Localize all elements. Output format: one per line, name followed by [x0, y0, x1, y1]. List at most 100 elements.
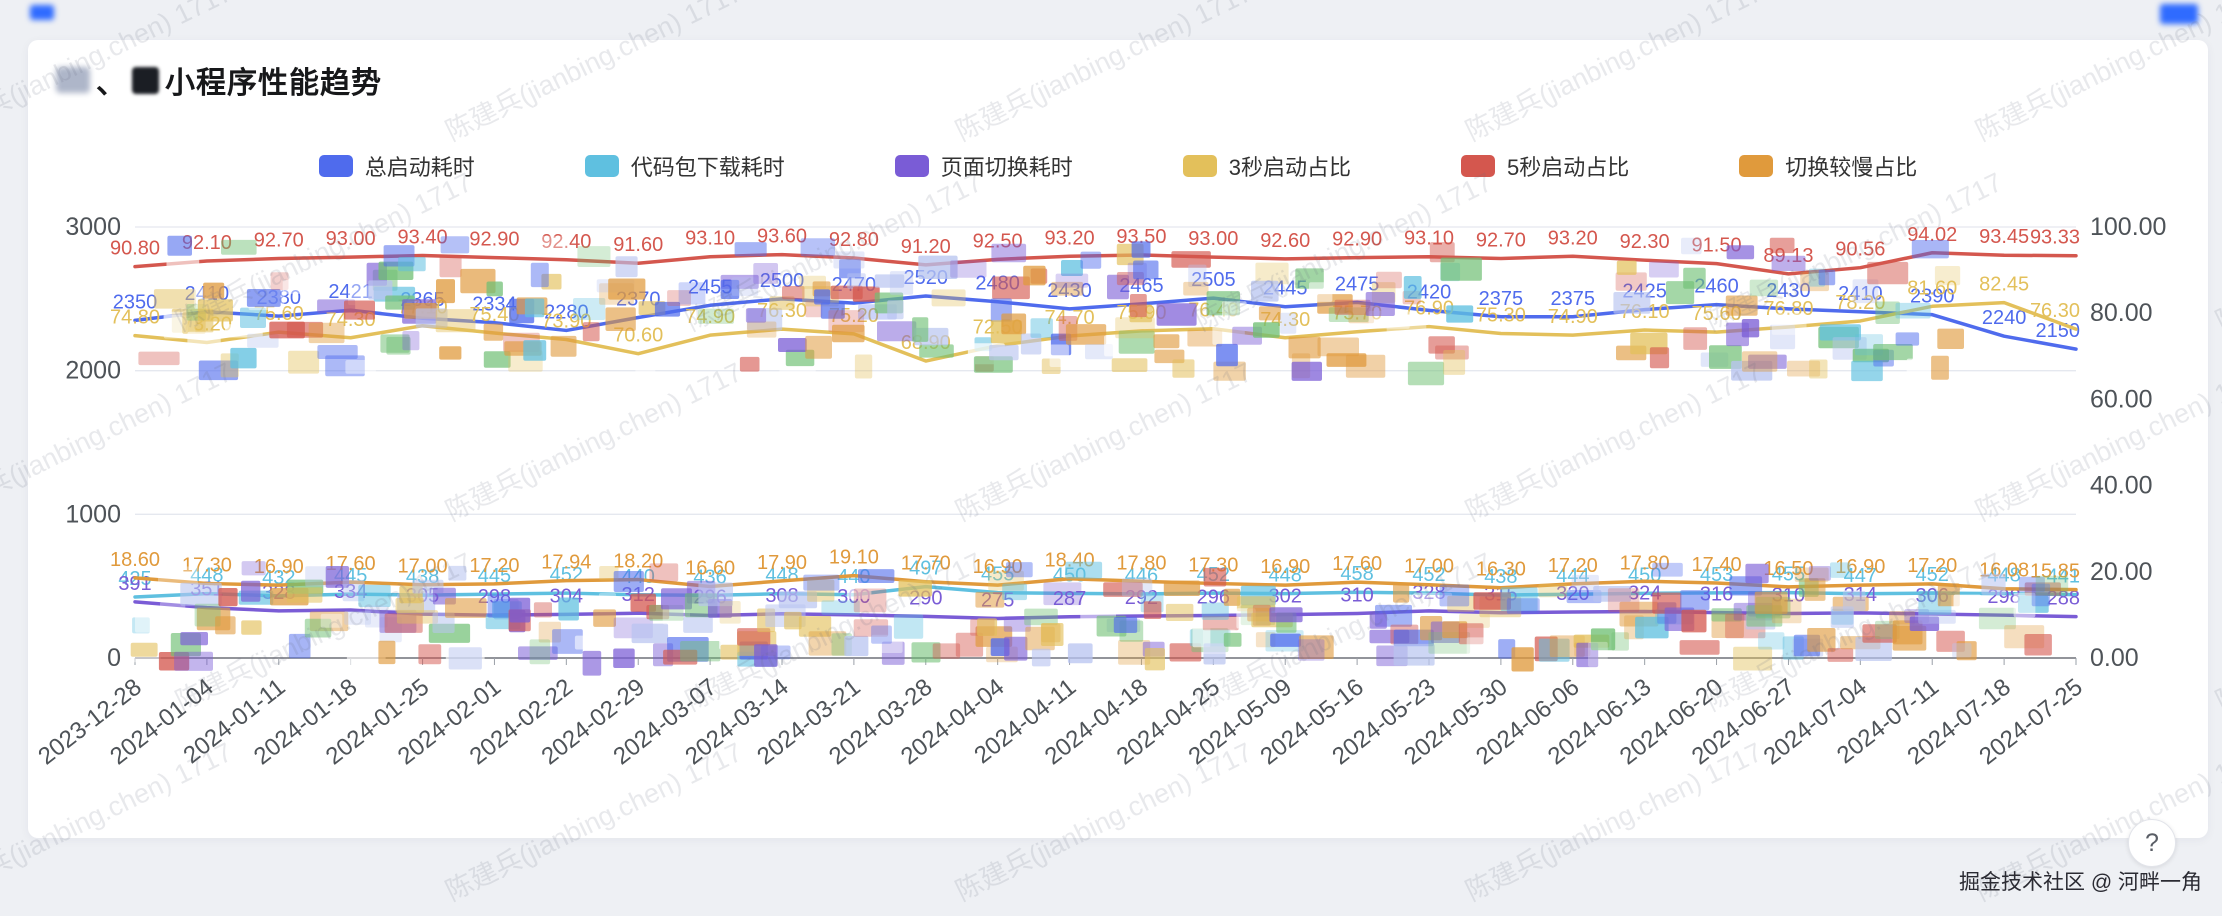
svg-text:17.00: 17.00 [1404, 556, 1454, 578]
svg-text:2350: 2350 [113, 291, 158, 313]
svg-text:92.90: 92.90 [469, 229, 519, 251]
svg-text:310: 310 [1340, 584, 1373, 606]
legend-item-1[interactable]: 代码包下载耗时 [584, 150, 785, 182]
svg-text:93.10: 93.10 [1404, 228, 1454, 250]
svg-text:93.10: 93.10 [685, 228, 735, 250]
svg-text:2000: 2000 [65, 357, 121, 385]
performance-trend-chart[interactable]: 0 1000 2000 3000 0.00 20.00 40.00 60.00 80.00 100… [28, 40, 2208, 838]
legend-item-3[interactable]: 3秒启动占比 [1182, 150, 1352, 182]
svg-text:94.02: 94.02 [1907, 224, 1957, 246]
svg-text:92.80: 92.80 [829, 229, 879, 251]
svg-text:458: 458 [1340, 563, 1373, 585]
svg-text:497: 497 [909, 558, 942, 580]
legend-item-2[interactable]: 页面切换耗时 [894, 150, 1073, 182]
svg-text:1000: 1000 [65, 500, 121, 528]
svg-text:0.00: 0.00 [2090, 644, 2139, 672]
svg-text:40.00: 40.00 [2090, 472, 2153, 500]
svg-text:93.20: 93.20 [1548, 227, 1598, 249]
legend-swatch-icon [1461, 155, 1496, 177]
svg-text:60.00: 60.00 [2090, 385, 2153, 413]
series-labels-0: 2350241023802421236523342280237024552500… [113, 267, 2080, 342]
svg-text:320: 320 [1556, 583, 1589, 605]
svg-text:445: 445 [478, 565, 511, 587]
svg-text:2390: 2390 [1910, 286, 1955, 308]
svg-text:16.90: 16.90 [973, 556, 1023, 578]
legend-item-0[interactable]: 总启动耗时 [318, 150, 475, 182]
svg-text:20.00: 20.00 [2090, 558, 2153, 586]
browser-remnant-right-icon [2160, 4, 2198, 24]
svg-text:18.20: 18.20 [613, 551, 663, 573]
legend-swatch-icon [1739, 155, 1774, 177]
svg-text:2505: 2505 [1191, 269, 1236, 291]
svg-text:16.90: 16.90 [1835, 556, 1885, 578]
svg-text:17.90: 17.90 [757, 552, 807, 574]
svg-text:92.70: 92.70 [254, 229, 304, 251]
svg-text:81.60: 81.60 [1907, 277, 1957, 299]
svg-text:90.80: 90.80 [110, 238, 160, 260]
svg-text:441: 441 [2047, 566, 2080, 588]
y-axis-labels: 0 1000 2000 3000 0.00 20.00 40.00 60.00 80.00 100… [65, 213, 2166, 672]
watermark-text: 陈建兵(jianbing.chen) 1717 [2211, 547, 2222, 717]
title-prefix: 、 [96, 67, 126, 100]
legend-label: 3秒启动占比 [1228, 155, 1352, 180]
svg-text:17.70: 17.70 [901, 553, 951, 575]
svg-text:74.90: 74.90 [1548, 306, 1598, 328]
svg-text:2375: 2375 [1479, 288, 1524, 310]
svg-text:2280: 2280 [544, 301, 589, 323]
redaction-mosaic [130, 235, 2069, 676]
svg-text:17.20: 17.20 [1907, 555, 1957, 577]
svg-text:76.30: 76.30 [2030, 300, 2080, 322]
svg-text:447: 447 [1844, 565, 1877, 587]
svg-text:93.60: 93.60 [757, 226, 807, 248]
svg-text:74.80: 74.80 [110, 307, 160, 329]
svg-text:75.30: 75.30 [1476, 304, 1526, 326]
svg-text:93.45: 93.45 [1979, 226, 2029, 248]
legend-swatch-icon [1182, 155, 1217, 177]
svg-text:16.30: 16.30 [1476, 559, 1526, 581]
svg-text:296: 296 [1197, 586, 1230, 608]
svg-text:93.50: 93.50 [1116, 226, 1166, 248]
legend-swatch-icon [584, 155, 619, 177]
series-labels-5: 18.60 17.30 16.90 17.60 17.00 17.20 17.94 18.20… [110, 547, 2080, 583]
svg-text:92.10: 92.10 [182, 232, 232, 254]
svg-text:453: 453 [1700, 564, 1733, 586]
svg-text:93.20: 93.20 [1045, 227, 1095, 249]
svg-text:2375: 2375 [1551, 288, 1596, 310]
svg-text:17.80: 17.80 [1116, 552, 1166, 574]
legend-label: 代码包下载耗时 [630, 155, 785, 180]
legend-label: 切换较慢占比 [1785, 155, 1918, 180]
svg-text:93.33: 93.33 [2030, 227, 2080, 249]
legend-swatch-icon [894, 155, 929, 177]
browser-remnant-left-icon [30, 5, 54, 20]
svg-text:17.80: 17.80 [1620, 552, 1670, 574]
legend-swatch-icon [318, 155, 353, 177]
series-line-4 [133, 251, 2078, 276]
svg-text:16.90: 16.90 [1260, 556, 1310, 578]
svg-text:2475: 2475 [1335, 273, 1380, 295]
svg-text:17.30: 17.30 [182, 554, 232, 576]
svg-text:91.60: 91.60 [613, 234, 663, 256]
svg-text:75.60: 75.60 [254, 303, 304, 325]
chart-legend: 总启动耗时 代码包下载耗时 页面切换耗时 3秒启动占比 5秒启动占比 切换较慢占比 [28, 150, 2208, 182]
svg-text:78.20: 78.20 [1835, 292, 1885, 314]
svg-text:452: 452 [1412, 564, 1445, 586]
redacted-app-name-block [132, 66, 159, 94]
svg-text:15.85: 15.85 [2030, 561, 2080, 583]
svg-text:90.56: 90.56 [1835, 239, 1885, 261]
svg-text:302: 302 [1269, 586, 1302, 608]
chart-title-row: 、 小程序性能趋势 [56, 58, 382, 102]
svg-text:74.70: 74.70 [1045, 307, 1095, 329]
legend-item-5[interactable]: 切换较慢占比 [1739, 150, 1917, 182]
svg-text:92.30: 92.30 [1620, 231, 1670, 253]
svg-text:17.94: 17.94 [541, 552, 591, 574]
svg-text:16.90: 16.90 [254, 556, 304, 578]
help-button[interactable]: ? [2128, 819, 2176, 867]
legend-label: 5秒启动占比 [1507, 155, 1630, 180]
svg-text:92.70: 92.70 [1476, 229, 1526, 251]
svg-text:2240: 2240 [1982, 307, 2027, 329]
legend-item-4[interactable]: 5秒启动占比 [1461, 150, 1629, 182]
svg-text:93.00: 93.00 [326, 228, 376, 250]
svg-text:444: 444 [1556, 565, 1589, 587]
svg-text:91.20: 91.20 [901, 236, 951, 258]
svg-text:0: 0 [107, 644, 121, 672]
